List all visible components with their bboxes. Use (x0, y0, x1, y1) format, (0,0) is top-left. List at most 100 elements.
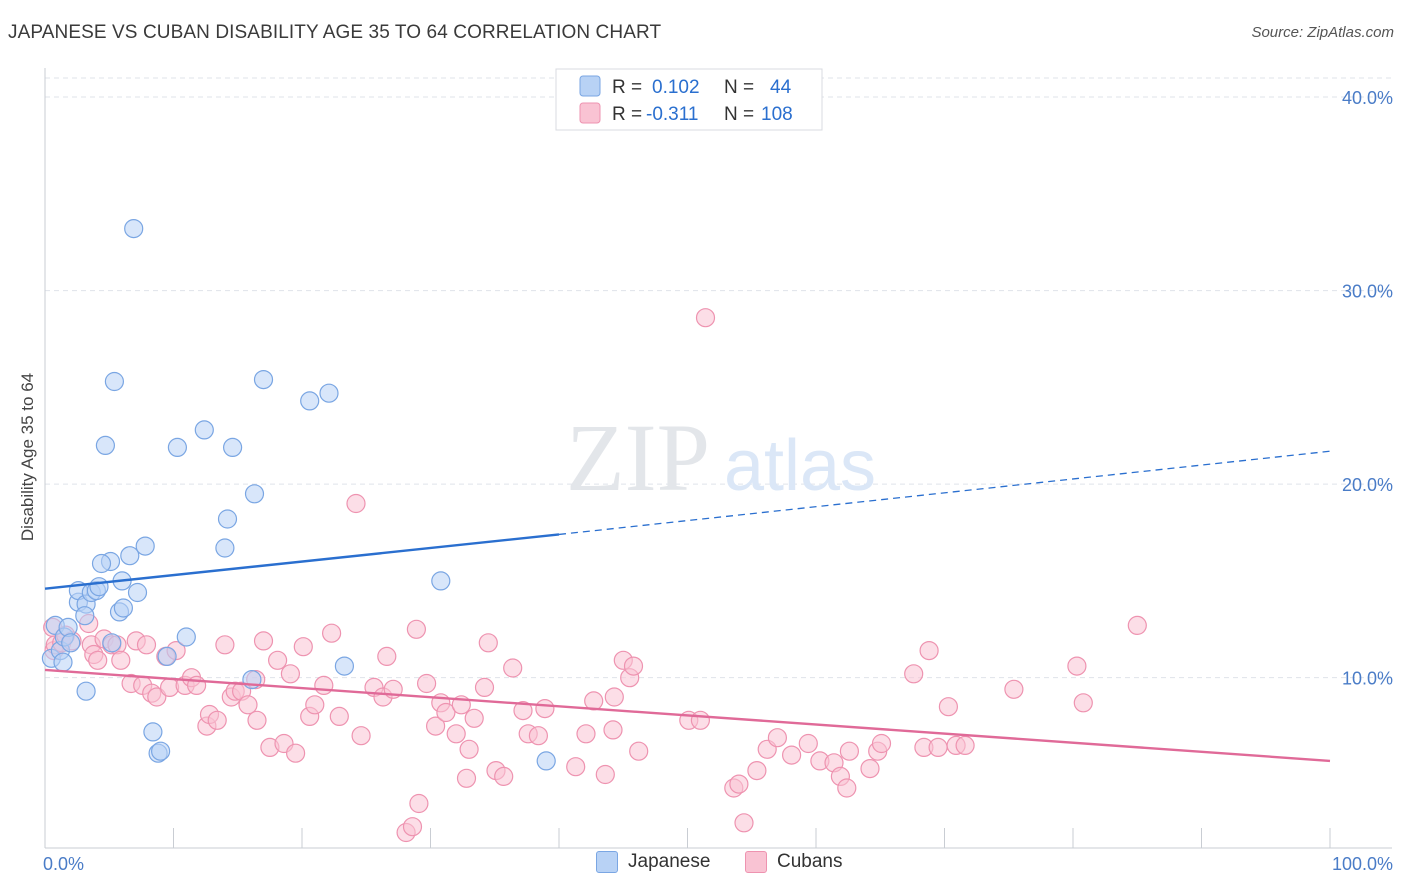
point-cubans-111 (955, 735, 975, 756)
point-cubans-49 (351, 726, 371, 746)
point-cubans-19 (147, 687, 167, 707)
source-label: Source: ZipAtlas.com (1251, 24, 1394, 41)
point-japanese-3 (53, 652, 73, 672)
point-cubans-64 (456, 768, 477, 788)
point-cubans-114 (1073, 693, 1093, 713)
point-cubans-52 (377, 646, 397, 667)
point-cubans-36 (253, 631, 274, 651)
point-cubans-79 (595, 764, 615, 785)
point-cubans-41 (286, 743, 306, 763)
point-cubans-105 (904, 664, 924, 684)
point-cubans-28 (207, 710, 227, 730)
point-cubans-104 (871, 733, 892, 754)
chart-title: JAPANESE VS CUBAN DISABILITY AGE 35 TO 6… (8, 22, 662, 43)
point-cubans-113 (1067, 656, 1087, 676)
point-japanese-15 (91, 553, 112, 574)
point-japanese-39 (253, 370, 274, 390)
point-cubans-102 (860, 758, 880, 779)
point-cubans-75 (535, 698, 555, 719)
bottom-legend: Japanese Cubans (0, 851, 1406, 879)
legend-r-label-cubans: R = (612, 104, 642, 125)
point-japanese-18 (102, 633, 122, 653)
series-japanese (41, 219, 556, 771)
point-cubans-13 (111, 650, 131, 670)
point-cubans-62 (446, 724, 466, 744)
y-axis-label: Disability Age 35 to 64 (18, 373, 37, 541)
point-cubans-96 (798, 733, 818, 754)
point-japanese-37 (244, 484, 265, 504)
point-japanese-23 (76, 681, 96, 701)
point-cubans-72 (513, 700, 533, 721)
point-japanese-29 (151, 741, 171, 761)
y-tick-label-40: 40.0% (1342, 88, 1393, 108)
point-cubans-84 (623, 656, 644, 676)
bottom-legend-label-cubans: Cubans (777, 851, 843, 872)
bottom-legend-swatch-japanese (596, 851, 618, 873)
point-cubans-45 (314, 675, 334, 696)
point-japanese-41 (319, 383, 339, 403)
point-japanese-35 (217, 509, 238, 529)
legend-r-value-cubans: -0.311 (646, 104, 698, 125)
x-tick-label-0: 0.0% (43, 854, 84, 874)
point-cubans-67 (474, 677, 495, 698)
point-cubans-87 (690, 710, 711, 730)
point-cubans-59 (426, 716, 446, 736)
legend-box: R = 0.102 N = 44 R = -0.311 N = 108 (555, 68, 823, 131)
point-cubans-17 (136, 635, 157, 655)
point-japanese-26 (124, 219, 144, 239)
point-cubans-58 (417, 673, 437, 694)
point-cubans-57 (409, 793, 429, 814)
point-japanese-13 (89, 577, 109, 597)
point-cubans-74 (528, 726, 549, 746)
point-cubans-55 (402, 817, 423, 837)
point-cubans-68 (478, 633, 498, 653)
point-cubans-9 (88, 650, 108, 670)
point-japanese-6 (61, 633, 81, 653)
point-cubans-29 (215, 635, 235, 655)
point-cubans-70 (494, 766, 514, 787)
y-tick-label-30: 30.0% (1342, 282, 1393, 302)
legend-r-value-japanese: 0.102 (652, 77, 700, 98)
bottom-legend-label-japanese: Japanese (628, 851, 711, 872)
legend-swatch-cubans (579, 102, 601, 124)
point-japanese-33 (194, 420, 214, 440)
trend-line-japanese (44, 533, 560, 590)
point-cubans-108 (928, 737, 948, 758)
point-japanese-11 (75, 606, 95, 626)
point-cubans-115 (1127, 615, 1147, 636)
legend-n-value-japanese: 44 (770, 77, 792, 98)
point-cubans-85 (629, 741, 649, 761)
point-cubans-77 (576, 724, 596, 744)
point-japanese-32 (176, 627, 196, 647)
point-cubans-40 (280, 664, 300, 684)
watermark-zip: ZIP (566, 404, 710, 511)
point-japanese-27 (143, 722, 163, 742)
point-cubans-38 (268, 650, 288, 670)
point-japanese-36 (223, 437, 243, 457)
point-japanese-44 (536, 751, 556, 771)
point-cubans-92 (747, 760, 767, 781)
grid-lines (45, 77, 1392, 679)
watermark: ZIP atlas (566, 404, 876, 511)
bottom-legend-japanese: Japanese (596, 851, 710, 873)
x-tick-label-100: 100.0% (1332, 854, 1393, 874)
point-cubans-95 (781, 745, 802, 765)
point-japanese-21 (127, 582, 148, 603)
point-japanese-34 (215, 538, 235, 558)
point-cubans-101 (839, 741, 860, 761)
point-cubans-48 (346, 493, 366, 514)
legend-n-label-cubans: N = (724, 104, 754, 125)
legend-r-label-japanese: R = (612, 77, 642, 98)
point-cubans-109 (938, 697, 959, 717)
point-cubans-65 (459, 739, 479, 759)
point-cubans-100 (837, 778, 857, 798)
y-tick-label-10: 10.0% (1342, 669, 1393, 689)
watermark-atlas: atlas (724, 426, 876, 506)
point-cubans-71 (503, 658, 523, 678)
point-cubans-90 (729, 774, 749, 794)
point-cubans-80 (603, 720, 623, 740)
point-cubans-94 (767, 728, 788, 748)
legend-n-label-japanese: N = (724, 77, 754, 98)
axes (44, 68, 1392, 849)
